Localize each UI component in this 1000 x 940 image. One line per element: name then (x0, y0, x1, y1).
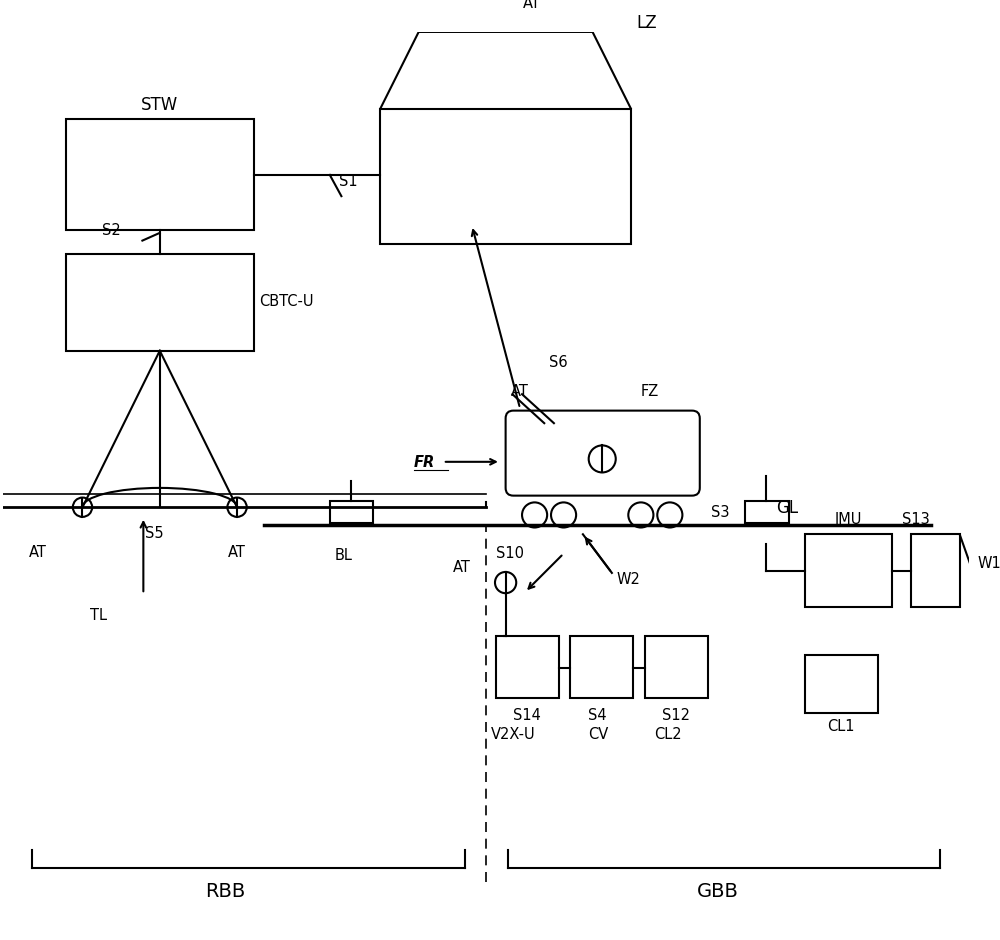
Text: V2X-U: V2X-U (491, 727, 536, 742)
Text: STW: STW (141, 96, 178, 114)
Text: CL2: CL2 (654, 727, 682, 742)
Text: AT: AT (452, 560, 470, 575)
Bar (570, 635, 633, 698)
Text: W1: W1 (977, 556, 1000, 571)
Text: GBB: GBB (697, 883, 739, 901)
Text: CBTC-U: CBTC-U (259, 294, 314, 309)
Bar (330, 501, 373, 523)
Bar (645, 635, 708, 698)
Text: S14: S14 (513, 708, 541, 723)
Text: S13: S13 (902, 511, 929, 526)
Text: FR: FR (414, 455, 435, 470)
Text: FZ: FZ (641, 384, 659, 399)
Text: TL: TL (90, 608, 107, 623)
Text: S10: S10 (496, 546, 524, 561)
Text: CL1: CL1 (827, 719, 855, 734)
Bar (380, 109, 631, 244)
Text: S1: S1 (339, 175, 358, 189)
Text: S6: S6 (549, 355, 568, 370)
Bar (496, 635, 559, 698)
Text: LZ: LZ (636, 14, 657, 32)
FancyBboxPatch shape (506, 411, 700, 495)
Bar (911, 534, 960, 606)
Text: RBB: RBB (205, 883, 246, 901)
Text: S4: S4 (588, 708, 606, 723)
Bar (805, 534, 892, 606)
Bar (805, 655, 878, 713)
Text: W2: W2 (617, 572, 641, 588)
Bar (66, 118, 254, 230)
Text: AT: AT (29, 545, 47, 560)
Bar (745, 501, 789, 523)
Text: S2: S2 (102, 223, 121, 238)
Text: S3: S3 (711, 505, 730, 520)
Text: BL: BL (335, 548, 353, 563)
Text: IMU: IMU (835, 511, 862, 526)
Text: AT: AT (227, 545, 245, 560)
Text: AT: AT (523, 0, 541, 10)
Text: GL: GL (776, 499, 798, 517)
Text: S12: S12 (662, 708, 690, 723)
Text: CV: CV (588, 727, 608, 742)
Bar (66, 254, 254, 351)
Text: S5: S5 (145, 526, 164, 541)
Text: AT: AT (510, 384, 528, 399)
